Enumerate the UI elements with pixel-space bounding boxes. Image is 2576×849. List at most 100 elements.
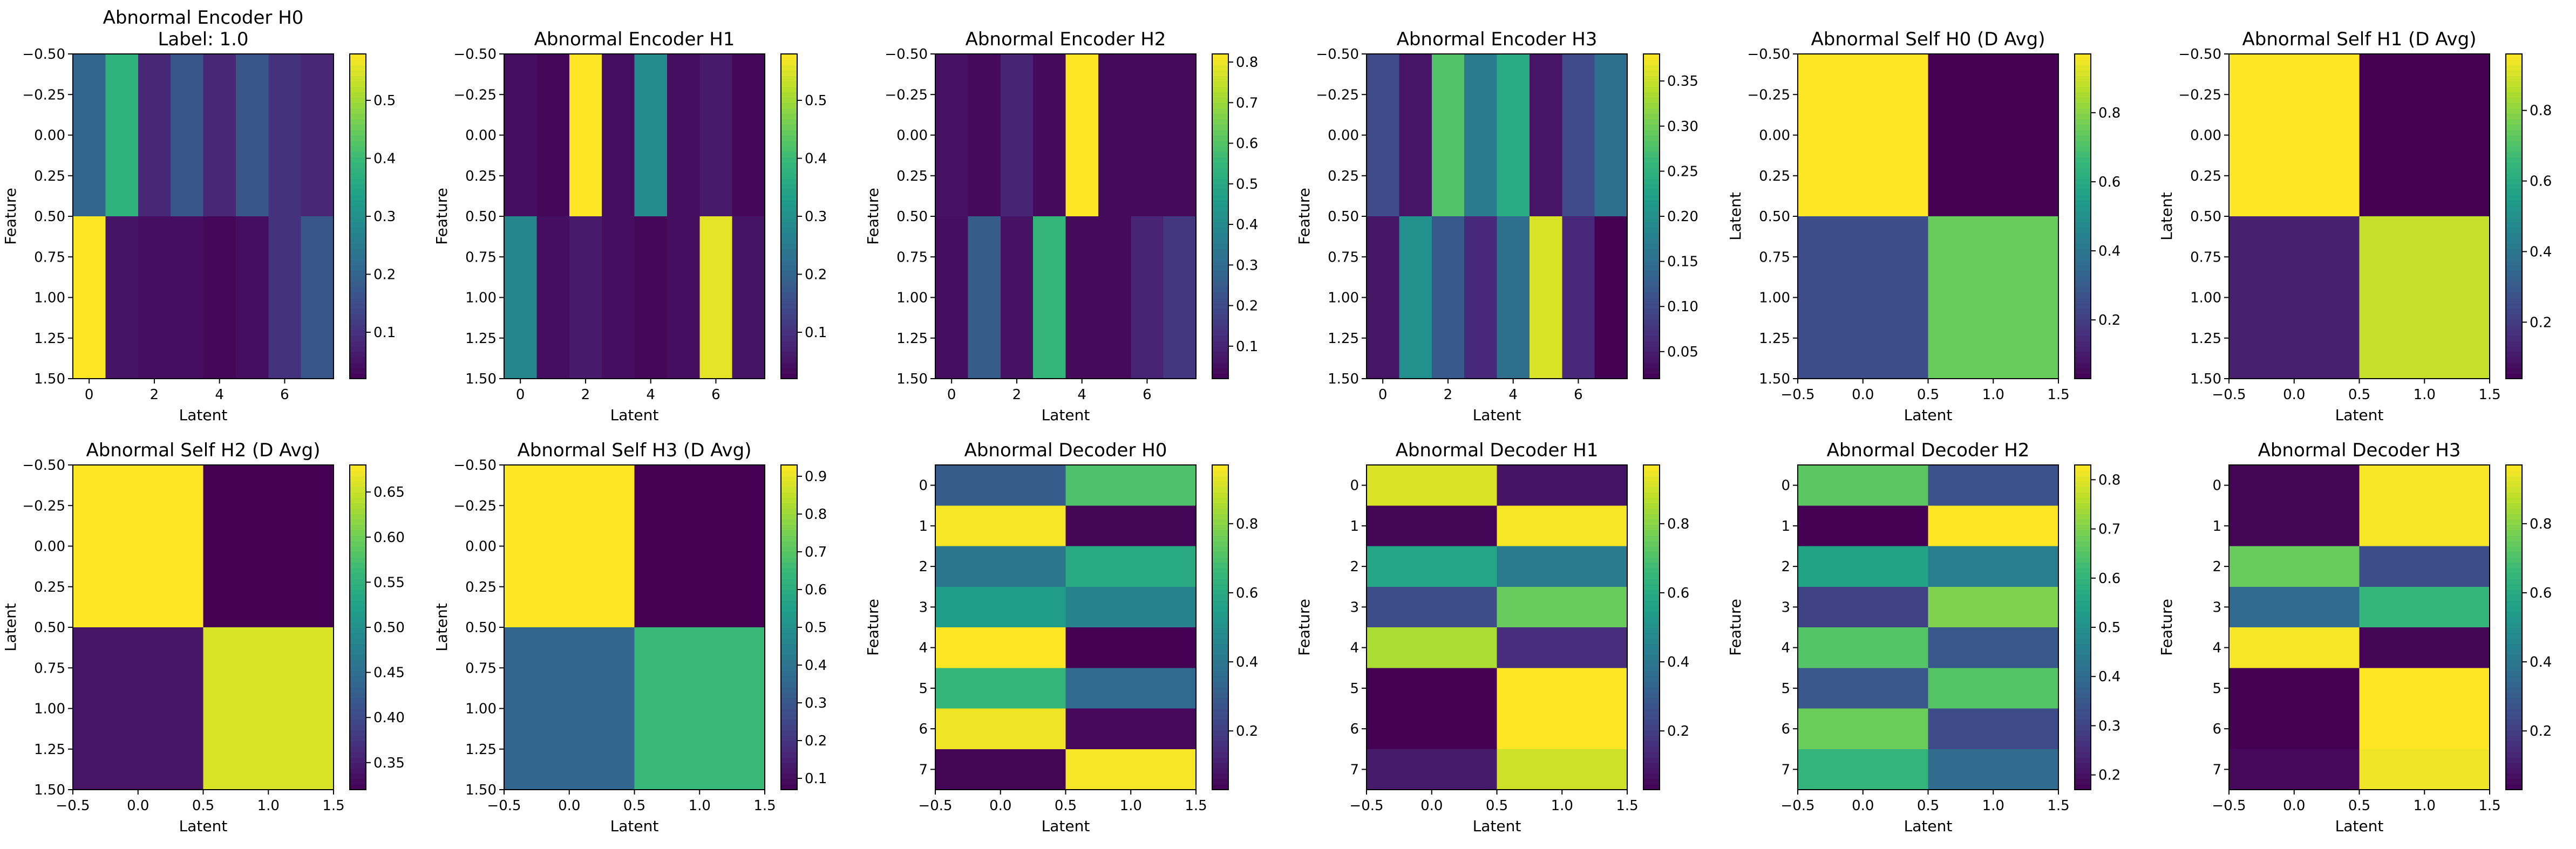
colorbar-gradient-step [1212,276,1228,282]
colorbar-gradient-step [2506,578,2522,585]
x-axis-label: Latent [2335,406,2384,424]
heatmap-cell [1367,216,1399,379]
colorbar-gradient-step [350,594,366,601]
heatmap-cell [2229,465,2360,506]
y-tick-label: −0.25 [1316,87,1359,103]
colorbar-gradient-step [781,584,797,590]
chart-title-line: Abnormal Self H2 (D Avg) [86,440,321,461]
colorbar-tick-label: 0.2 [805,267,827,283]
colorbar-gradient-step [1643,319,1660,325]
heatmap-cell [2229,216,2360,379]
colorbar-gradient-step [350,784,366,790]
heatmap-panel-self-h1: −0.5 0.0 0.5 1.0 1.5 −0.50 −0.25 0.00 0.25 0.50 0.… [2158,29,2552,424]
colorbar-gradient-step [350,605,366,612]
heatmap-cell [1431,54,1465,217]
y-tick-label: 1.50 [1759,371,1790,387]
colorbar-gradient-step [1643,643,1660,649]
colorbar-gradient-step [1643,227,1660,233]
colorbar-gradient-step [350,481,366,487]
heatmap-cell [1000,54,1034,217]
colorbar-gradient-step [2506,183,2522,190]
colorbar-gradient-step [2075,513,2091,520]
colorbar-gradient-step [781,687,797,693]
colorbar-gradient-step [1212,249,1228,255]
heatmap-cell [2359,505,2490,547]
colorbar-gradient-step [350,513,366,520]
y-tick-label: 1 [1350,518,1359,535]
colorbar-tick-label: 0.8 [805,506,827,523]
heatmap-cell [1928,749,2059,790]
colorbar-gradient-step [1643,340,1660,347]
colorbar-gradient-step [2506,487,2522,492]
colorbar-tick-label: 0.4 [2098,669,2120,685]
colorbar-gradient-step [1212,232,1228,238]
colorbar-tick-label: 0.7 [1236,95,1258,111]
y-tick-label: −0.50 [22,46,65,63]
heatmap-cell [1497,216,1530,379]
colorbar-tick-label: 0.2 [805,733,827,749]
x-axis-label: Latent [1473,817,1521,835]
y-tick-label: 1.00 [465,701,497,717]
colorbar-gradient-step [2506,730,2522,736]
colorbar-gradient-step [2506,605,2522,612]
colorbar-gradient-step [1212,124,1228,131]
x-axis-label: Latent [1042,817,1090,835]
y-axis-label: Feature [1295,188,1313,245]
colorbar-gradient-step [1212,156,1228,163]
colorbar-gradient-step [1212,162,1228,168]
colorbar-gradient-step [781,621,797,628]
heatmap-cell [1065,54,1099,217]
heatmap-cell [1431,216,1465,379]
heatmap-cell [935,749,1066,790]
colorbar-gradient-step [2075,487,2091,492]
y-tick-label: 4 [919,640,928,656]
y-tick-label: −0.25 [453,498,497,514]
colorbar-gradient-step [781,735,797,742]
colorbar-gradient-step [2075,216,2091,222]
colorbar-gradient-step [350,665,366,672]
colorbar-gradient-step [1212,151,1228,158]
colorbar-gradient-step [2075,551,2091,558]
colorbar-gradient-step [1212,178,1228,184]
colorbar-gradient-step [1212,703,1228,709]
colorbar-tick-label: 0.3 [373,209,396,225]
chart-title: Abnormal Decoder H3 [2258,440,2461,461]
colorbar-gradient-step [781,76,797,81]
heatmap-cell [1798,668,1929,709]
colorbar-gradient-step [1212,76,1228,81]
colorbar-gradient-step [1212,616,1228,622]
colorbar-gradient-step [1212,530,1228,536]
colorbar-gradient-step [350,746,366,752]
colorbar-gradient-step [2075,232,2091,238]
colorbar-gradient-step [1212,567,1228,574]
colorbar-gradient-step [350,178,366,184]
colorbar-gradient-step [1643,335,1660,341]
colorbar-tick-label: 0.3 [805,695,827,711]
y-tick-label: 1.50 [34,371,65,387]
colorbar-gradient-step [1643,129,1660,136]
colorbar-gradient-step [350,281,366,287]
chart-title: Abnormal Encoder H0 Label: 1.0 [103,7,304,50]
colorbar-gradient-step [781,183,797,190]
colorbar-gradient-step [1212,205,1228,211]
y-tick-label: 1.00 [34,290,65,306]
heatmap-cell [2229,627,2360,668]
colorbar-gradient-step [2506,621,2522,628]
x-tick-label: 0.0 [1852,798,1874,814]
colorbar-gradient-step [2506,714,2522,720]
colorbar-gradient-step [1212,351,1228,358]
colorbar-gradient-step [2506,703,2522,709]
chart-title-line: Abnormal Decoder H1 [1396,440,1599,461]
y-tick-label: −0.25 [1747,87,1790,103]
colorbar-gradient-step [781,692,797,699]
colorbar-gradient-step [350,173,366,179]
colorbar-tick-label: 0.6 [2530,585,2552,601]
colorbar-gradient-step [2075,562,2091,569]
heatmap-cell [634,465,765,628]
heatmap-cell [1497,54,1530,217]
y-tick-label: 2 [1350,559,1359,575]
colorbar-gradient-step [350,162,366,168]
colorbar-gradient-step [350,643,366,649]
colorbar-tick-label: 0.4 [805,658,827,674]
colorbar-gradient-step [350,649,366,655]
